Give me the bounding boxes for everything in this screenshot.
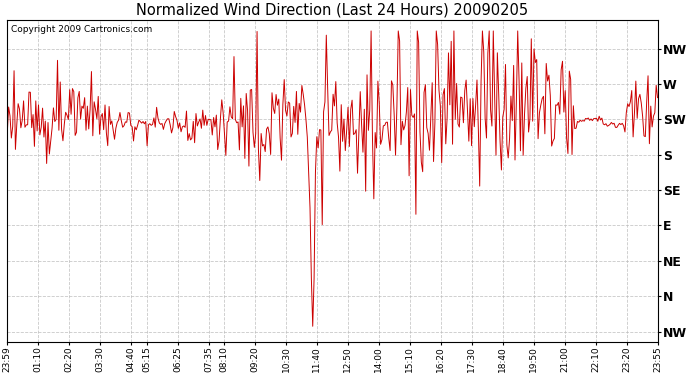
- Title: Normalized Wind Direction (Last 24 Hours) 20090205: Normalized Wind Direction (Last 24 Hours…: [137, 3, 529, 18]
- Text: Copyright 2009 Cartronics.com: Copyright 2009 Cartronics.com: [10, 25, 152, 34]
